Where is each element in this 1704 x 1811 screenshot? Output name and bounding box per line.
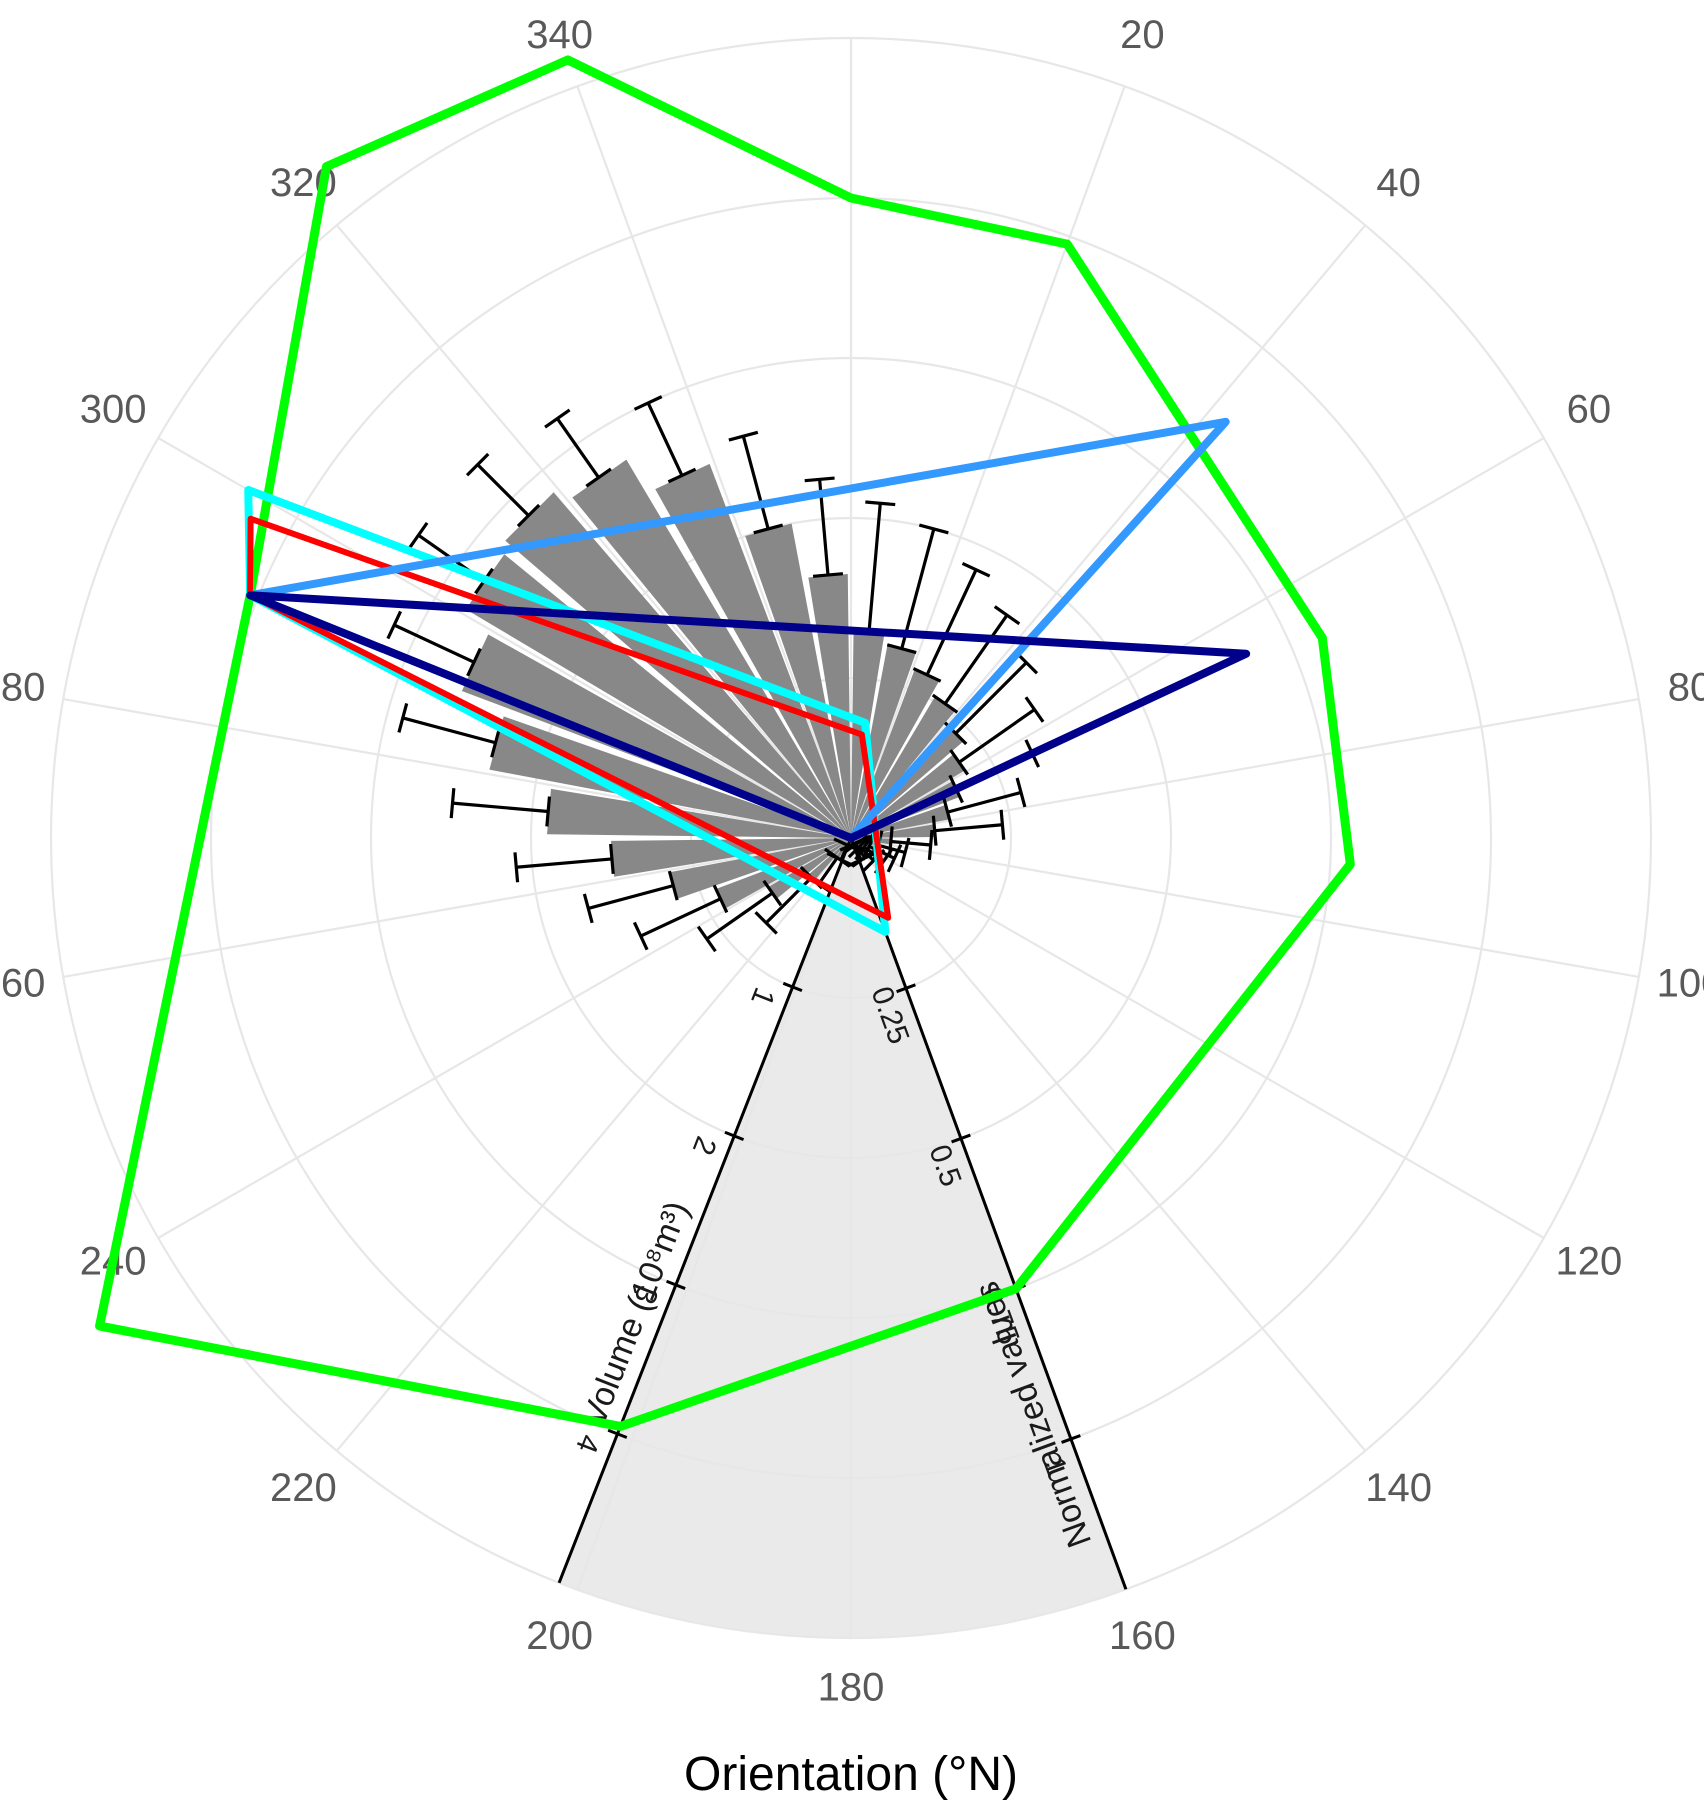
svg-text:220: 220 [270,1466,337,1510]
svg-text:Orientation (°N): Orientation (°N) [684,1748,1018,1801]
svg-text:0: 0 [840,0,862,6]
svg-text:180: 180 [818,1666,885,1710]
svg-text:300: 300 [80,388,147,432]
svg-text:200: 200 [526,1614,593,1658]
svg-text:340: 340 [526,13,593,57]
svg-text:20: 20 [1120,13,1165,57]
svg-text:140: 140 [1365,1466,1432,1510]
svg-text:160: 160 [1109,1614,1176,1658]
svg-text:60: 60 [1567,388,1612,432]
svg-text:280: 280 [0,666,45,710]
svg-text:80: 80 [1668,666,1704,710]
svg-text:120: 120 [1555,1240,1622,1284]
svg-text:100: 100 [1657,962,1704,1006]
svg-text:260: 260 [0,962,45,1006]
svg-text:40: 40 [1376,161,1421,205]
